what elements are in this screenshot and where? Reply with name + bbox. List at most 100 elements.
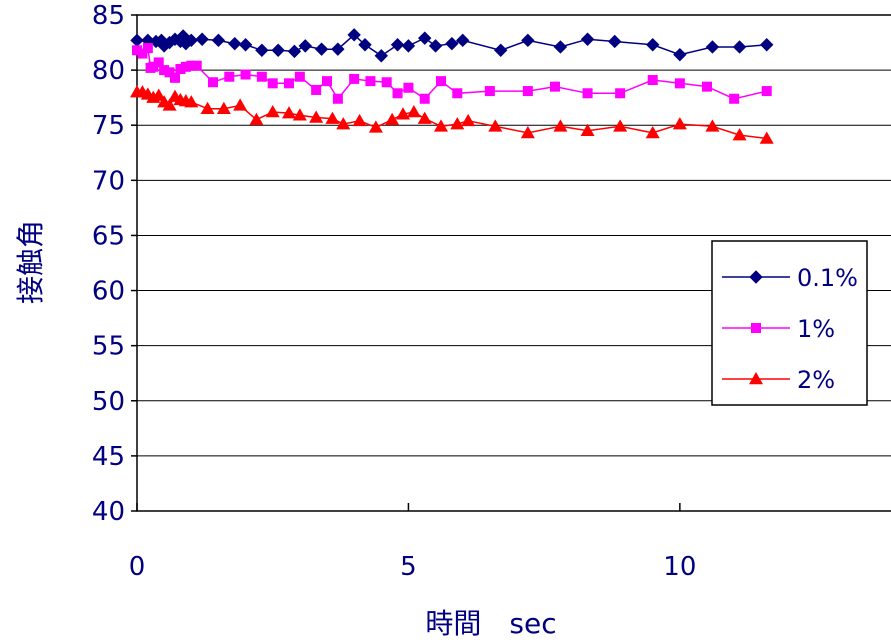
legend-label: 2% (797, 366, 835, 394)
data-point (191, 60, 202, 71)
data-point (238, 38, 253, 52)
data-point (580, 32, 595, 46)
series-line (137, 91, 767, 140)
data-point (208, 77, 218, 88)
data-point (294, 71, 305, 82)
data-point (553, 119, 568, 132)
data-point (271, 43, 285, 57)
data-point (434, 119, 448, 132)
data-point (461, 113, 476, 127)
data-point (732, 128, 747, 141)
data-point (445, 36, 459, 51)
y-tick-label: 80 (92, 56, 125, 86)
legend-item: 0.1% (722, 264, 858, 292)
data-point (132, 45, 142, 56)
legend-label: 1% (797, 315, 835, 343)
data-point (484, 86, 495, 97)
data-point (418, 31, 432, 45)
data-point (284, 78, 294, 89)
data-point (184, 95, 199, 108)
data-point (282, 106, 296, 119)
data-point (195, 32, 209, 46)
data-point (488, 119, 503, 132)
legend-box (711, 240, 868, 406)
data-point (521, 33, 535, 48)
plot-area (136, 14, 891, 512)
data-point (164, 67, 175, 78)
gridlines (137, 69, 891, 457)
y-tick-label: 75 (92, 111, 125, 141)
data-point (452, 88, 463, 99)
data-point (390, 38, 405, 52)
data-point (646, 38, 660, 52)
data-point (392, 88, 403, 99)
data-point (249, 112, 264, 125)
data-point (216, 101, 231, 114)
series-1 (130, 28, 774, 63)
data-point (240, 69, 251, 80)
data-point (647, 75, 658, 86)
y-axis-title: 接触角 (14, 220, 47, 304)
legend-marker (749, 270, 763, 284)
data-point (381, 77, 392, 88)
data-point (311, 84, 322, 95)
data-point (309, 110, 324, 123)
data-point (385, 112, 400, 125)
data-point (456, 33, 470, 48)
data-point (137, 48, 148, 59)
data-point (331, 42, 345, 56)
series-3 (130, 85, 774, 144)
series-layer (130, 28, 774, 144)
data-point (298, 39, 312, 53)
data-point (705, 40, 720, 54)
data-point (162, 98, 177, 111)
data-point (494, 43, 508, 57)
legend: 0.1% 1% 2% (711, 240, 868, 406)
data-point (450, 117, 465, 130)
data-point (761, 86, 772, 97)
data-point (175, 64, 186, 75)
data-point (582, 88, 593, 99)
legend-items: 0.1% 1% 2% (722, 264, 858, 394)
data-point (403, 82, 414, 93)
data-point (170, 72, 180, 83)
data-point (287, 44, 302, 59)
data-point (374, 49, 388, 63)
data-point (347, 28, 361, 42)
series-2 (132, 43, 772, 104)
data-point (550, 81, 560, 92)
data-point (580, 123, 595, 136)
data-point (368, 120, 383, 133)
legend-label: 0.1% (797, 264, 858, 292)
data-point (200, 101, 215, 114)
y-tick-label: 50 (92, 387, 125, 417)
data-point (732, 40, 747, 54)
y-tick-label: 45 (92, 442, 125, 472)
y-tick-label: 55 (92, 332, 125, 362)
data-point (314, 42, 329, 56)
y-tick-label: 70 (92, 166, 125, 196)
data-point (352, 113, 367, 127)
data-point (142, 43, 153, 54)
data-point (224, 71, 235, 82)
data-point (705, 119, 720, 132)
data-point (184, 33, 198, 48)
data-point (151, 88, 166, 101)
data-point (211, 33, 226, 48)
data-point (365, 76, 376, 87)
data-point (358, 38, 372, 52)
data-point (645, 125, 660, 139)
data-point (148, 61, 159, 72)
data-point (436, 76, 446, 87)
legend-marker (749, 372, 763, 385)
data-point (674, 78, 685, 89)
data-point (325, 111, 340, 124)
data-point (522, 86, 533, 97)
x-tick-label: 5 (400, 552, 417, 582)
legend-item: 1% (722, 315, 835, 343)
data-point (349, 73, 360, 84)
data-point (332, 93, 343, 104)
data-point (406, 104, 421, 118)
legend-marker (751, 323, 761, 333)
data-point (233, 98, 248, 111)
